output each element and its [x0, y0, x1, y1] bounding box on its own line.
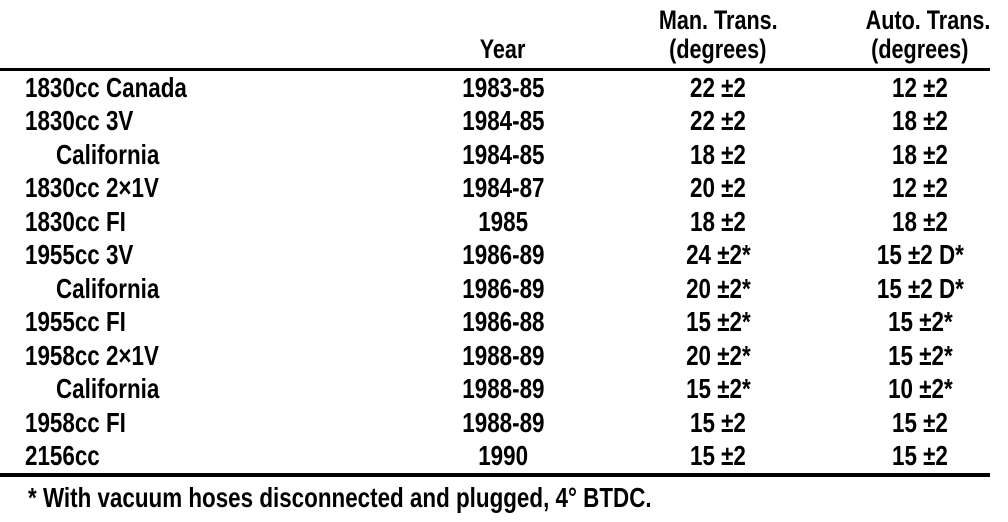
- cell-man-trans: 20 ±2: [690, 172, 746, 204]
- cell-auto-trans: 12 ±2: [892, 71, 948, 103]
- table-row: California 1988-89 15 ±2* 10 ±2*: [0, 373, 990, 407]
- cell-man-trans: 20 ±2*: [685, 339, 751, 371]
- cell-man-trans: 18 ±2: [690, 205, 746, 237]
- cell-auto-trans: 15 ±2*: [887, 339, 953, 371]
- cell-year: 1990: [478, 440, 528, 472]
- footer-divider-rule: [0, 473, 990, 477]
- cell-engine: 1955cc 3V: [25, 239, 134, 271]
- cell-engine: 1830cc 2×1V: [25, 172, 159, 204]
- cell-year: 1988-89: [461, 373, 545, 405]
- cell-auto-trans: 10 ±2*: [887, 373, 953, 405]
- cell-auto-trans: 15 ±2: [892, 440, 948, 472]
- cell-auto-trans: 12 ±2: [892, 172, 948, 204]
- header-divider-rule: [0, 68, 990, 71]
- cell-man-trans: 22 ±2: [690, 105, 746, 137]
- cell-man-trans: 18 ±2: [690, 138, 746, 170]
- table-row: California 1986-89 20 ±2* 15 ±2 D*: [0, 272, 990, 306]
- cell-year: 1986-88: [461, 306, 545, 338]
- table-row: 1830cc 3V 1984-85 22 ±2 18 ±2: [0, 105, 990, 139]
- col-header-man-trans: Man. Trans. (degrees): [658, 5, 778, 64]
- cell-man-trans: 22 ±2: [690, 71, 746, 103]
- table-footnote: * With vacuum hoses disconnected and plu…: [0, 477, 1008, 514]
- table-row: 1830cc Canada 1983-85 22 ±2 12 ±2: [0, 71, 990, 105]
- cell-year: 1986-89: [461, 239, 545, 271]
- cell-engine: 1958cc 2×1V: [25, 339, 159, 371]
- cell-year: 1986-89: [461, 272, 545, 304]
- cell-engine: 1955cc FI: [25, 306, 126, 338]
- cell-man-trans: 15 ±2*: [685, 373, 751, 405]
- cell-engine: 1958cc FI: [25, 406, 126, 438]
- cell-auto-trans: 18 ±2: [892, 105, 948, 137]
- cell-year: 1984-85: [461, 138, 545, 170]
- table-row: 1958cc FI 1988-89 15 ±2 15 ±2: [0, 406, 990, 440]
- cell-engine: 1830cc 3V: [25, 105, 134, 137]
- cell-year: 1983-85: [461, 71, 545, 103]
- table-row: 1830cc 2×1V 1984-87 20 ±2 12 ±2: [0, 172, 990, 206]
- cell-year: 1988-89: [461, 339, 545, 371]
- cell-engine: California: [56, 138, 160, 170]
- cell-year: 1984-87: [461, 172, 545, 204]
- cell-engine: California: [56, 373, 160, 405]
- cell-man-trans: 15 ±2: [690, 440, 746, 472]
- cell-man-trans: 24 ±2*: [685, 239, 751, 271]
- cell-man-trans: 15 ±2: [690, 406, 746, 438]
- cell-engine: 1830cc FI: [25, 205, 126, 237]
- cell-auto-trans: 15 ±2*: [887, 306, 953, 338]
- table-row: 1958cc 2×1V 1988-89 20 ±2* 15 ±2*: [0, 339, 990, 373]
- table-row: 1955cc 3V 1986-89 24 ±2* 15 ±2 D*: [0, 239, 990, 273]
- table-body: 1830cc Canada 1983-85 22 ±2 12 ±2 1830cc 3V 1…: [0, 71, 990, 473]
- table-row: 2156cc 1990 15 ±2 15 ±2: [0, 440, 990, 474]
- cell-year: 1984-85: [461, 105, 545, 137]
- cell-year: 1988-89: [461, 406, 545, 438]
- table-row: 1830cc FI 1985 18 ±2 18 ±2: [0, 205, 990, 239]
- cell-engine: California: [56, 272, 160, 304]
- table-row: California 1984-85 18 ±2 18 ±2: [0, 138, 990, 172]
- cell-auto-trans: 15 ±2: [892, 406, 948, 438]
- col-header-auto-trans: Auto. Trans. (degrees): [865, 5, 991, 64]
- col-header-year: Year: [420, 35, 586, 69]
- cell-auto-trans: 15 ±2 D*: [876, 272, 964, 304]
- footnote-text: * With vacuum hoses disconnected and plu…: [28, 482, 652, 513]
- cell-auto-trans: 18 ±2: [892, 205, 948, 237]
- table-header-row: Year Man. Trans. (degrees) Auto. Trans. …: [0, 0, 990, 68]
- col-header-year-label: Year: [480, 34, 526, 64]
- cell-engine: 1830cc Canada: [25, 71, 187, 103]
- cell-man-trans: 20 ±2*: [685, 272, 751, 304]
- cell-engine: 2156cc: [25, 440, 100, 472]
- col-header-engine: [0, 64, 420, 69]
- cell-man-trans: 15 ±2*: [685, 306, 751, 338]
- table-row: 1955cc FI 1986-88 15 ±2* 15 ±2*: [0, 306, 990, 340]
- cell-auto-trans: 18 ±2: [892, 138, 948, 170]
- cell-auto-trans: 15 ±2 D*: [876, 239, 964, 271]
- cell-year: 1985: [478, 205, 528, 237]
